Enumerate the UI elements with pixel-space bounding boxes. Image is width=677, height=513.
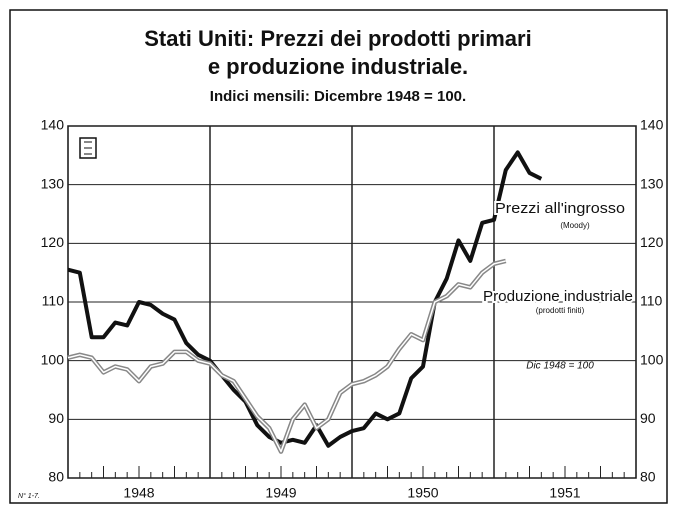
series-label: Prezzi all'ingrosso bbox=[495, 200, 625, 217]
y2-tick-label: 120 bbox=[640, 234, 664, 250]
y-tick-label: 100 bbox=[41, 351, 65, 367]
y-tick-label: 140 bbox=[41, 117, 65, 133]
series-sublabel: (prodotti finiti) bbox=[536, 306, 585, 315]
y-tick-label: 130 bbox=[41, 175, 65, 191]
series-line bbox=[67, 150, 543, 448]
note: Dic 1948 = 100 bbox=[526, 361, 594, 372]
y-tick-label: 90 bbox=[48, 410, 64, 426]
y2-tick-label: 100 bbox=[640, 351, 664, 367]
chart-title: Stati Uniti: Prezzi dei prodotti primari bbox=[144, 26, 531, 51]
y2-tick-label: 130 bbox=[640, 175, 664, 191]
series-label: Produzione industriale bbox=[483, 288, 633, 305]
chart-title-line2: e produzione industriale. bbox=[208, 54, 468, 79]
y2-tick-label: 80 bbox=[640, 469, 656, 485]
chart-subtitle: Indici mensili: Dicembre 1948 = 100. bbox=[210, 88, 466, 105]
y-tick-label: 110 bbox=[42, 293, 65, 309]
footnote: N° 1-7. bbox=[18, 492, 40, 500]
y2-tick-label: 110 bbox=[640, 293, 663, 309]
frame bbox=[9, 9, 668, 504]
series-sublabel: (Moody) bbox=[560, 221, 590, 230]
y-tick-label: 120 bbox=[41, 234, 65, 250]
icon bbox=[79, 137, 97, 159]
y2-tick-label: 140 bbox=[640, 117, 664, 133]
x-tick-label: 1950 bbox=[407, 485, 438, 501]
x-tick-label: 1951 bbox=[549, 485, 580, 501]
x-tick-label: 1948 bbox=[123, 485, 154, 501]
y-tick-label: 80 bbox=[48, 469, 64, 485]
series-line-inner bbox=[67, 260, 506, 453]
x-tick-label: 1949 bbox=[265, 485, 296, 501]
y2-tick-label: 90 bbox=[640, 410, 656, 426]
